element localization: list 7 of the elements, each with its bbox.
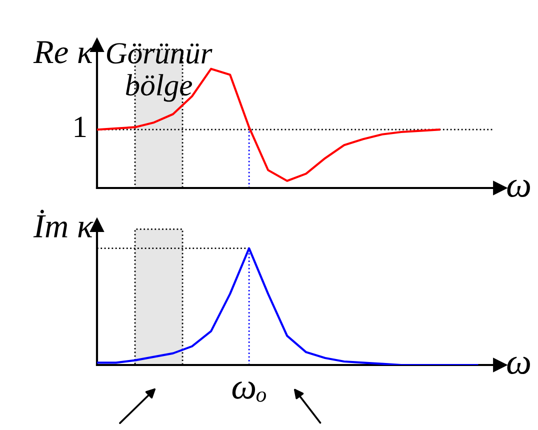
y-axis-title: Re κ — [33, 41, 94, 64]
annotation: Görünür bölge — [106, 43, 212, 102]
x-axis-title: ω — [507, 356, 530, 374]
text: 1 — [74, 116, 86, 137]
y-axis-title: İm κ — [33, 210, 94, 238]
text: ωₒ — [232, 382, 266, 402]
x-axis-title: ω — [507, 180, 530, 198]
